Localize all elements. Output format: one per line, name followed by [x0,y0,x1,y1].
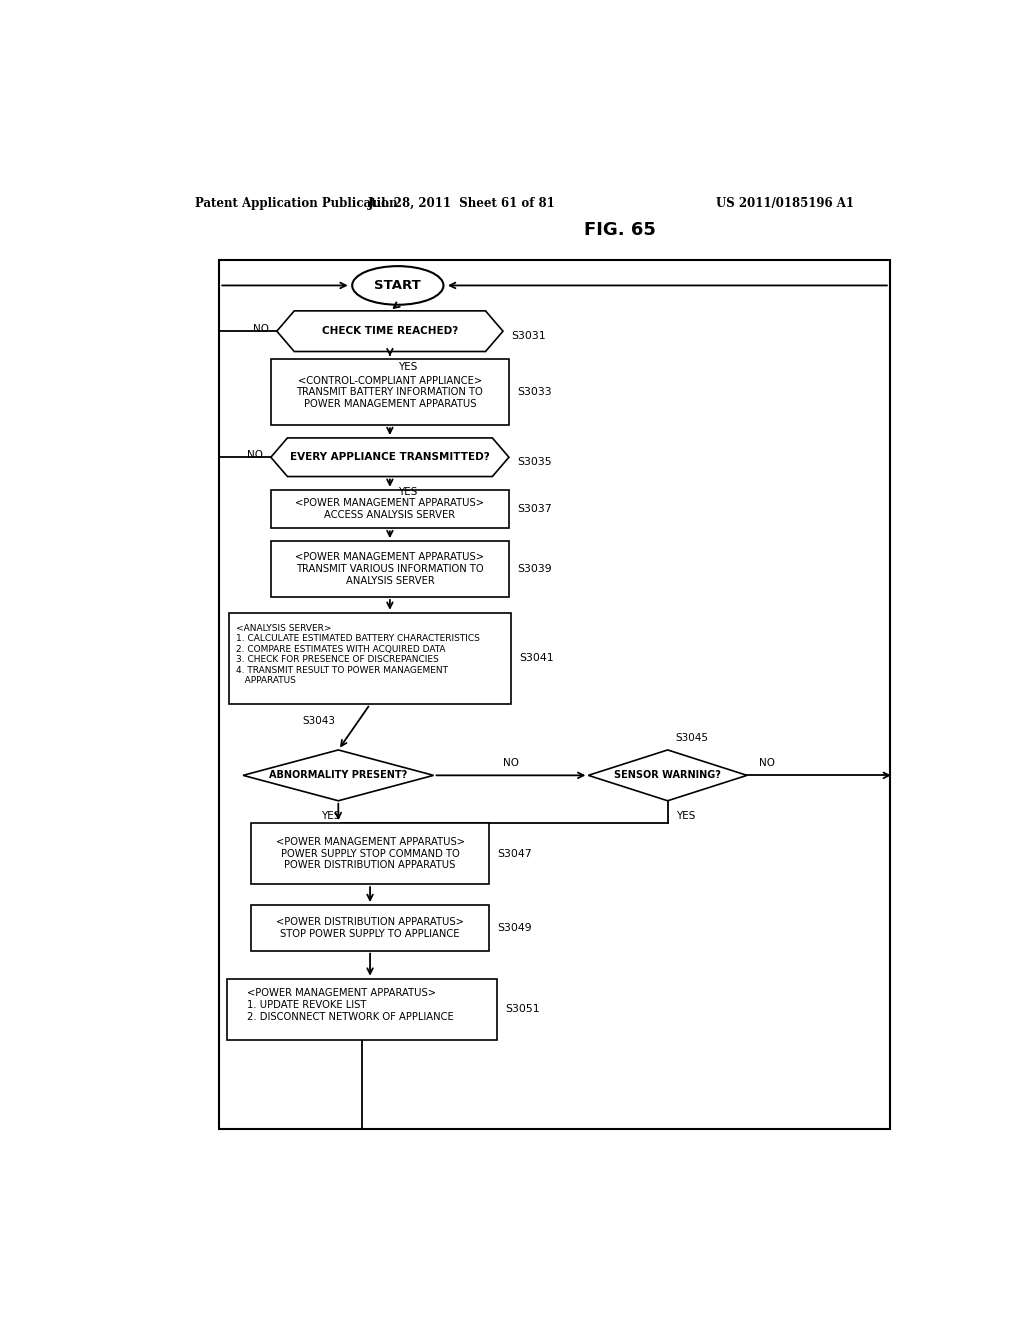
Polygon shape [243,750,433,801]
FancyBboxPatch shape [219,260,890,1129]
Text: ABNORMALITY PRESENT?: ABNORMALITY PRESENT? [269,771,408,780]
Text: EVERY APPLIANCE TRANSMITTED?: EVERY APPLIANCE TRANSMITTED? [290,453,489,462]
Text: <POWER MANAGEMENT APPARATUS>
ACCESS ANALYSIS SERVER: <POWER MANAGEMENT APPARATUS> ACCESS ANAL… [295,498,484,520]
FancyBboxPatch shape [227,978,497,1040]
Text: NO: NO [253,325,269,334]
Text: <ANALYSIS SERVER>
1. CALCULATE ESTIMATED BATTERY CHARACTERISTICS
2. COMPARE ESTI: <ANALYSIS SERVER> 1. CALCULATE ESTIMATED… [236,624,479,685]
Text: <POWER DISTRIBUTION APPARATUS>
STOP POWER SUPPLY TO APPLIANCE: <POWER DISTRIBUTION APPARATUS> STOP POWE… [276,917,464,939]
Text: Patent Application Publication: Patent Application Publication [196,197,398,210]
Text: Jul. 28, 2011  Sheet 61 of 81: Jul. 28, 2011 Sheet 61 of 81 [368,197,555,210]
Polygon shape [588,750,748,801]
Text: YES: YES [397,362,417,372]
Text: S3047: S3047 [497,849,531,858]
Text: S3031: S3031 [511,331,546,342]
Text: SENSOR WARNING?: SENSOR WARNING? [614,771,721,780]
Text: YES: YES [321,810,340,821]
Text: <POWER MANAGEMENT APPARATUS>
POWER SUPPLY STOP COMMAND TO
POWER DISTRIBUTION APP: <POWER MANAGEMENT APPARATUS> POWER SUPPL… [275,837,465,870]
Text: CHECK TIME REACHED?: CHECK TIME REACHED? [322,326,458,337]
Text: S3049: S3049 [497,923,531,933]
Text: <POWER MANAGEMENT APPARATUS>
1. UPDATE REVOKE LIST
2. DISCONNECT NETWORK OF APPL: <POWER MANAGEMENT APPARATUS> 1. UPDATE R… [247,989,454,1022]
Ellipse shape [352,267,443,305]
Text: START: START [375,279,421,292]
Text: <CONTROL-COMPLIANT APPLIANCE>
TRANSMIT BATTERY INFORMATION TO
POWER MANAGEMENT A: <CONTROL-COMPLIANT APPLIANCE> TRANSMIT B… [297,376,483,409]
FancyBboxPatch shape [251,906,489,950]
Text: NO: NO [759,758,775,768]
Text: S3043: S3043 [302,717,335,726]
Text: S3051: S3051 [505,1005,540,1014]
FancyBboxPatch shape [270,490,509,528]
Text: S3039: S3039 [517,564,552,574]
FancyBboxPatch shape [270,359,509,425]
Polygon shape [276,312,503,351]
FancyBboxPatch shape [270,541,509,597]
FancyBboxPatch shape [229,612,511,704]
Text: YES: YES [676,810,695,821]
Text: NO: NO [503,758,519,768]
Text: S3033: S3033 [517,387,552,397]
Text: US 2011/0185196 A1: US 2011/0185196 A1 [716,197,854,210]
Text: YES: YES [397,487,417,496]
Text: NO: NO [247,450,263,461]
FancyBboxPatch shape [251,824,489,884]
Polygon shape [270,438,509,477]
Text: FIG. 65: FIG. 65 [584,222,656,239]
Text: <POWER MANAGEMENT APPARATUS>
TRANSMIT VARIOUS INFORMATION TO
ANALYSIS SERVER: <POWER MANAGEMENT APPARATUS> TRANSMIT VA… [295,553,484,586]
Text: S3037: S3037 [517,504,552,513]
Text: S3035: S3035 [517,457,552,467]
Text: S3041: S3041 [519,653,554,664]
Text: S3045: S3045 [676,733,709,743]
